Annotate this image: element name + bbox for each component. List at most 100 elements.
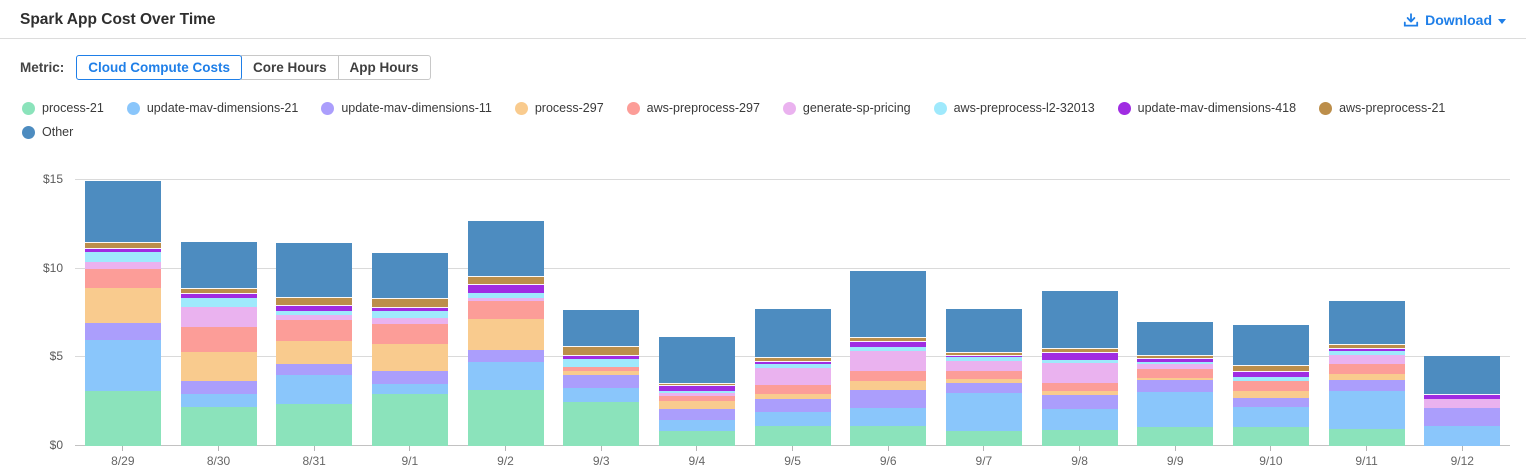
bar-segment-aws-preprocess-l2-32013[interactable] — [754, 364, 831, 368]
bar-segment-process-21[interactable] — [371, 393, 448, 446]
bar-segment-update-mav-dimensions-21[interactable] — [1232, 407, 1309, 428]
bar-segment-aws-preprocess-l2-32013[interactable] — [276, 311, 353, 316]
bar-segment-other[interactable] — [563, 309, 640, 347]
bar-segment-aws-preprocess-l2-32013[interactable] — [658, 390, 735, 393]
bar-segment-update-mav-dimensions-21[interactable] — [276, 375, 353, 404]
bar-segment-other[interactable] — [1328, 300, 1405, 344]
bar-segment-aws-preprocess-l2-32013[interactable] — [563, 358, 640, 368]
bar-segment-update-mav-dimensions-11[interactable] — [754, 399, 831, 412]
bar-segment-update-mav-dimensions-418[interactable] — [563, 354, 640, 359]
bar-segment-aws-preprocess-l2-32013[interactable] — [1137, 361, 1214, 365]
bar-segment-aws-preprocess-21[interactable] — [1041, 348, 1118, 352]
metric-tab-cloud-compute-costs[interactable]: Cloud Compute Costs — [76, 55, 243, 80]
bar-segment-other[interactable] — [945, 308, 1022, 352]
bar-segment-process-21[interactable] — [563, 402, 640, 446]
bar-segment-aws-preprocess-297[interactable] — [945, 371, 1022, 379]
bar-segment-other[interactable] — [658, 337, 735, 383]
bar-segment-update-mav-dimensions-11[interactable] — [658, 408, 735, 421]
bar-segment-aws-preprocess-297[interactable] — [658, 396, 735, 402]
bar-segment-aws-preprocess-l2-32013[interactable] — [1232, 377, 1309, 382]
bar-segment-process-21[interactable] — [1232, 427, 1309, 446]
bar-segment-update-mav-dimensions-21[interactable] — [1137, 391, 1214, 428]
bar-segment-process-297[interactable] — [1041, 390, 1118, 396]
bar-segment-update-mav-dimensions-21[interactable] — [754, 411, 831, 427]
bar-segment-aws-preprocess-l2-32013[interactable] — [1328, 350, 1405, 355]
bar-segment-generate-sp-pricing[interactable] — [945, 361, 1022, 372]
bar-segment-process-297[interactable] — [1328, 373, 1405, 381]
bar-segment-aws-preprocess-297[interactable] — [1137, 368, 1214, 378]
bar-segment-update-mav-dimensions-11[interactable] — [84, 322, 161, 341]
bar-segment-process-297[interactable] — [1232, 390, 1309, 398]
bar-segment-process-297[interactable] — [276, 340, 353, 364]
bar-segment-process-297[interactable] — [850, 381, 927, 390]
bar-segment-aws-preprocess-297[interactable] — [1328, 363, 1405, 374]
bar-segment-generate-sp-pricing[interactable] — [1424, 399, 1501, 409]
bar-segment-aws-preprocess-l2-32013[interactable] — [945, 357, 1022, 362]
bar-segment-update-mav-dimensions-21[interactable] — [371, 384, 448, 394]
bar-segment-aws-preprocess-l2-32013[interactable] — [850, 347, 927, 351]
legend-item-update-mav-dimensions-418[interactable]: update-mav-dimensions-418 — [1117, 101, 1296, 115]
stacked-bar-8-29[interactable] — [84, 180, 161, 446]
bar-segment-process-297[interactable] — [563, 371, 640, 376]
bar-segment-process-21[interactable] — [180, 407, 257, 446]
bar-segment-generate-sp-pricing[interactable] — [1137, 364, 1214, 369]
stacked-bar-9-12[interactable] — [1424, 355, 1501, 446]
bar-segment-process-297[interactable] — [754, 393, 831, 400]
bar-segment-update-mav-dimensions-21[interactable] — [1328, 391, 1405, 430]
bar-segment-aws-preprocess-21[interactable] — [1137, 354, 1214, 358]
bar-segment-generate-sp-pricing[interactable] — [850, 350, 927, 372]
bar-segment-other[interactable] — [850, 270, 927, 338]
bar-segment-process-21[interactable] — [467, 390, 544, 446]
bar-segment-aws-preprocess-21[interactable] — [276, 297, 353, 305]
stacked-bar-9-8[interactable] — [1041, 290, 1118, 446]
bar-segment-aws-preprocess-297[interactable] — [563, 367, 640, 372]
bar-segment-process-297[interactable] — [945, 378, 1022, 383]
bar-segment-update-mav-dimensions-418[interactable] — [84, 247, 161, 252]
bar-segment-aws-preprocess-l2-32013[interactable] — [180, 297, 257, 308]
bar-segment-aws-preprocess-297[interactable] — [84, 268, 161, 288]
bar-segment-update-mav-dimensions-11[interactable] — [945, 382, 1022, 393]
bar-segment-aws-preprocess-21[interactable] — [1328, 343, 1405, 349]
bar-segment-aws-preprocess-297[interactable] — [1232, 381, 1309, 391]
bar-segment-generate-sp-pricing[interactable] — [658, 392, 735, 397]
stacked-bar-9-6[interactable] — [850, 270, 927, 446]
bar-segment-other[interactable] — [276, 242, 353, 298]
bar-segment-aws-preprocess-l2-32013[interactable] — [84, 251, 161, 262]
bar-segment-aws-preprocess-21[interactable] — [1232, 364, 1309, 371]
bar-segment-update-mav-dimensions-418[interactable] — [1137, 357, 1214, 362]
bar-segment-update-mav-dimensions-418[interactable] — [276, 304, 353, 312]
bar-segment-process-21[interactable] — [84, 390, 161, 446]
bar-segment-update-mav-dimensions-21[interactable] — [180, 394, 257, 408]
download-button[interactable]: Download — [1403, 12, 1506, 28]
bar-segment-update-mav-dimensions-11[interactable] — [180, 381, 257, 395]
legend-item-aws-preprocess-297[interactable]: aws-preprocess-297 — [626, 101, 760, 115]
bar-segment-aws-preprocess-l2-32013[interactable] — [371, 311, 448, 319]
bar-segment-generate-sp-pricing[interactable] — [1328, 354, 1405, 364]
legend-item-aws-preprocess-l2-32013[interactable]: aws-preprocess-l2-32013 — [933, 101, 1095, 115]
stacked-bar-9-11[interactable] — [1328, 300, 1405, 446]
bar-segment-update-mav-dimensions-11[interactable] — [276, 363, 353, 376]
stacked-bar-9-1[interactable] — [371, 252, 448, 446]
bar-segment-update-mav-dimensions-11[interactable] — [1232, 397, 1309, 408]
bar-segment-process-297[interactable] — [1137, 377, 1214, 380]
bar-segment-update-mav-dimensions-11[interactable] — [1137, 379, 1214, 392]
bar-segment-process-21[interactable] — [658, 431, 735, 446]
legend-item-other[interactable]: Other — [22, 125, 73, 139]
bar-segment-aws-preprocess-297[interactable] — [850, 371, 927, 382]
bar-segment-process-21[interactable] — [1328, 429, 1405, 446]
bar-segment-other[interactable] — [754, 308, 831, 358]
bar-segment-aws-preprocess-l2-32013[interactable] — [1041, 359, 1118, 363]
bar-segment-update-mav-dimensions-418[interactable] — [1424, 393, 1501, 400]
bar-segment-process-21[interactable] — [1137, 427, 1214, 446]
bar-segment-update-mav-dimensions-418[interactable] — [371, 306, 448, 312]
bar-segment-update-mav-dimensions-21[interactable] — [563, 388, 640, 403]
bar-segment-update-mav-dimensions-11[interactable] — [1041, 395, 1118, 409]
bar-segment-aws-preprocess-297[interactable] — [467, 301, 544, 319]
bar-segment-aws-preprocess-21[interactable] — [658, 382, 735, 386]
bar-segment-generate-sp-pricing[interactable] — [371, 318, 448, 325]
stacked-bar-9-5[interactable] — [754, 308, 831, 446]
stacked-bar-8-30[interactable] — [180, 241, 257, 446]
bar-segment-other[interactable] — [1041, 290, 1118, 349]
bar-segment-aws-preprocess-21[interactable] — [84, 242, 161, 248]
bar-segment-aws-preprocess-297[interactable] — [754, 384, 831, 394]
